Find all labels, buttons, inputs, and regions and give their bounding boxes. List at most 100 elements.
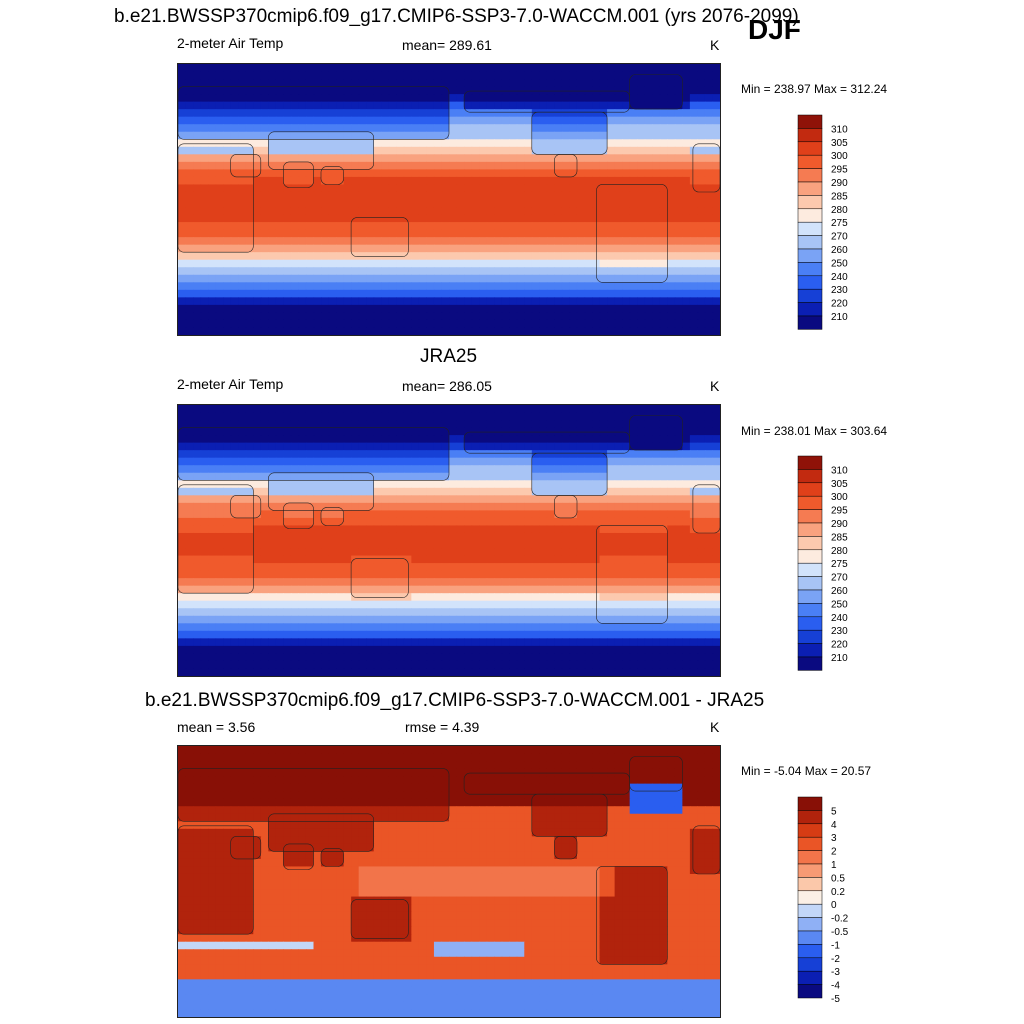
grid-cell	[546, 608, 555, 617]
grid-cell	[456, 274, 465, 283]
grid-cell	[614, 450, 623, 459]
grid-cell	[682, 420, 691, 429]
grid-cell	[441, 593, 450, 602]
grid-cell	[305, 487, 315, 496]
grid-cell	[569, 116, 578, 125]
grid-cell	[388, 532, 397, 542]
grid-cell	[433, 282, 443, 291]
grid-cell	[539, 548, 548, 557]
grid-cell	[215, 184, 224, 193]
grid-cell	[592, 532, 601, 542]
grid-cell	[366, 71, 375, 80]
grid-cell	[298, 327, 307, 335]
grid-cell	[652, 450, 661, 459]
grid-cell	[456, 457, 465, 466]
grid-cell	[290, 161, 300, 170]
grid-cell	[667, 593, 676, 602]
grid-cell	[433, 312, 443, 321]
grid-cell	[456, 570, 465, 579]
grid-cell	[193, 457, 202, 466]
grid-cell	[185, 502, 194, 511]
grid-cell	[464, 427, 473, 436]
grid-cell	[193, 645, 202, 655]
grid-cell	[539, 222, 548, 231]
grid-cell	[479, 79, 488, 88]
grid-cell	[644, 312, 653, 321]
grid-cell	[283, 420, 292, 429]
grid-cell	[554, 563, 563, 572]
grid-cell	[629, 593, 638, 602]
grid-cell	[622, 79, 631, 88]
grid-cell	[479, 267, 488, 276]
grid-cell	[275, 176, 284, 186]
grid-cell	[178, 480, 187, 489]
grid-cell	[418, 412, 428, 421]
grid-cell	[193, 327, 202, 335]
grid-cell	[712, 412, 720, 421]
grid-cell	[313, 222, 322, 231]
grid-cell	[358, 405, 367, 414]
grid-cell	[441, 532, 450, 542]
grid-cell	[697, 570, 706, 579]
grid-cell	[275, 525, 284, 534]
grid-cell	[321, 207, 330, 216]
grid-cell	[178, 282, 187, 291]
grid-cell	[539, 191, 548, 201]
grid-cell	[178, 259, 187, 268]
grid-cell	[599, 146, 608, 155]
grid-cell	[516, 252, 525, 261]
grid-cell	[366, 259, 375, 268]
grid-cell	[524, 101, 533, 110]
grid-cell	[343, 563, 352, 572]
grid-cell	[667, 274, 676, 283]
grid-cell	[185, 64, 194, 73]
grid-cell	[200, 109, 209, 118]
grid-cell	[599, 191, 608, 201]
grid-cell	[456, 442, 465, 451]
grid-cell	[200, 472, 209, 481]
grid-cell	[614, 79, 623, 88]
grid-cell	[659, 600, 668, 609]
grid-cell	[298, 116, 307, 125]
grid-cell	[283, 312, 292, 321]
grid-cell	[358, 510, 367, 519]
grid-cell	[298, 563, 307, 572]
grid-cell	[305, 585, 315, 594]
grid-cell	[464, 229, 473, 238]
grid-cell	[238, 487, 247, 496]
grid-cell	[178, 495, 187, 504]
grid-cell	[253, 540, 262, 549]
grid-cell	[388, 487, 397, 496]
grid-cell	[584, 630, 593, 639]
grid-cell	[516, 427, 525, 436]
grid-cell	[599, 86, 608, 95]
grid-cell	[486, 86, 495, 95]
grid-cell	[215, 191, 224, 201]
grid-cell	[449, 548, 458, 557]
grid-cell	[689, 199, 699, 208]
grid-cell	[592, 435, 601, 444]
grid-cell	[554, 146, 563, 155]
grid-cell	[554, 161, 563, 170]
grid-cell	[682, 630, 691, 639]
grid-cell	[275, 555, 284, 564]
grid-cell	[275, 86, 284, 95]
grid-cell	[592, 487, 601, 496]
grid-cell	[245, 169, 254, 178]
grid-cell	[584, 472, 593, 481]
grid-cell	[697, 237, 706, 246]
grid-cell	[501, 427, 510, 436]
grid-cell	[185, 161, 194, 170]
grid-cell	[215, 169, 224, 178]
grid-cell	[539, 593, 548, 602]
grid-cell	[561, 585, 571, 594]
grid-cell	[494, 304, 503, 314]
grid-cell	[554, 207, 563, 216]
grid-cell	[223, 244, 232, 253]
grid-cell	[712, 517, 720, 527]
grid-cell	[652, 124, 661, 133]
grid-cell	[223, 139, 232, 148]
grid-cell	[373, 94, 382, 103]
grid-cell	[622, 131, 631, 140]
grid-cell	[539, 327, 548, 335]
